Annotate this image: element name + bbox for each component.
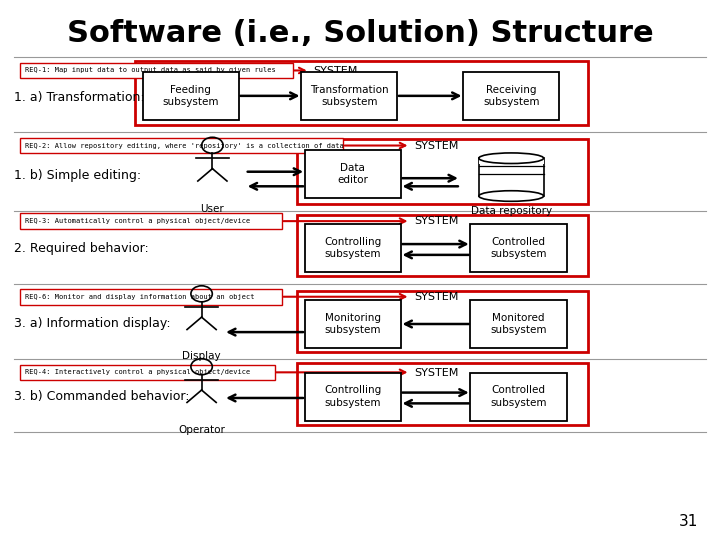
FancyBboxPatch shape (297, 363, 588, 425)
FancyBboxPatch shape (470, 373, 567, 421)
FancyBboxPatch shape (463, 72, 559, 120)
Bar (479, 158, 544, 196)
Text: Feeding
subsystem: Feeding subsystem (163, 85, 219, 107)
Text: REQ-1: Map input data to output data as said by given rules: REQ-1: Map input data to output data as … (25, 68, 276, 73)
Text: REQ-2: Allow repository editing, where 'repository' is a collection of data: REQ-2: Allow repository editing, where '… (25, 143, 344, 148)
Text: Receiving
subsystem: Receiving subsystem (483, 85, 539, 107)
FancyBboxPatch shape (135, 61, 588, 125)
Text: REQ-3: Automatically control a physical object/device: REQ-3: Automatically control a physical … (25, 218, 251, 224)
FancyBboxPatch shape (297, 215, 588, 276)
Ellipse shape (479, 191, 544, 201)
Text: Controlled
subsystem: Controlled subsystem (490, 386, 546, 408)
Text: Monitored
subsystem: Monitored subsystem (490, 313, 546, 335)
Text: Data repository: Data repository (471, 206, 552, 217)
Text: Monitoring
subsystem: Monitoring subsystem (325, 313, 381, 335)
Text: 2. Required behavior:: 2. Required behavior: (14, 242, 149, 255)
Text: Operator: Operator (178, 425, 225, 435)
Text: REQ-4: Interactively control a physical object/device: REQ-4: Interactively control a physical … (25, 369, 251, 375)
Text: Transformation
subsystem: Transformation subsystem (310, 85, 389, 107)
Text: 1. a) Transformation:: 1. a) Transformation: (14, 91, 145, 104)
Text: 31: 31 (679, 514, 698, 529)
Text: Software (i.e., Solution) Structure: Software (i.e., Solution) Structure (67, 19, 653, 48)
FancyBboxPatch shape (305, 150, 401, 198)
Text: SYSTEM: SYSTEM (414, 217, 459, 226)
Text: 1. b) Simple editing:: 1. b) Simple editing: (14, 169, 142, 182)
Text: 3. b) Commanded behavior:: 3. b) Commanded behavior: (14, 390, 190, 403)
FancyBboxPatch shape (305, 224, 401, 272)
Text: SYSTEM: SYSTEM (414, 292, 459, 302)
Text: 3. a) Information display:: 3. a) Information display: (14, 318, 171, 330)
Text: SYSTEM: SYSTEM (414, 141, 459, 151)
Bar (479, 153, 544, 164)
FancyBboxPatch shape (297, 139, 588, 204)
FancyBboxPatch shape (20, 213, 282, 229)
FancyBboxPatch shape (20, 289, 282, 305)
FancyBboxPatch shape (20, 364, 275, 380)
Text: Controlling
subsystem: Controlling subsystem (324, 237, 382, 259)
FancyBboxPatch shape (305, 373, 401, 421)
FancyBboxPatch shape (470, 224, 567, 272)
Text: Controlled
subsystem: Controlled subsystem (490, 237, 546, 259)
FancyBboxPatch shape (143, 72, 239, 120)
Text: Controlling
subsystem: Controlling subsystem (324, 386, 382, 408)
FancyBboxPatch shape (305, 300, 401, 348)
Ellipse shape (479, 153, 544, 164)
FancyBboxPatch shape (20, 63, 293, 78)
Text: SYSTEM: SYSTEM (414, 368, 459, 377)
Text: User: User (201, 204, 224, 214)
FancyBboxPatch shape (301, 72, 397, 120)
Text: Display: Display (182, 351, 221, 361)
FancyBboxPatch shape (20, 138, 343, 153)
Text: Data
editor: Data editor (338, 163, 368, 185)
FancyBboxPatch shape (470, 300, 567, 348)
Text: REQ-6: Monitor and display information about an object: REQ-6: Monitor and display information a… (25, 294, 255, 300)
FancyBboxPatch shape (297, 291, 588, 352)
Text: SYSTEM: SYSTEM (313, 66, 358, 76)
